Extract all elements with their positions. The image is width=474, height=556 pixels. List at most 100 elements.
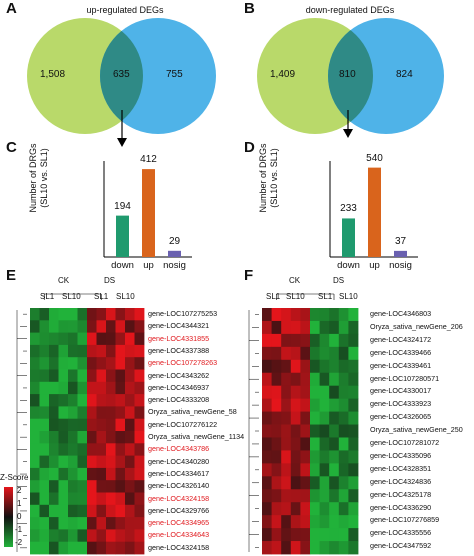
- heatmap-e-cell: [96, 492, 107, 506]
- heatmap-f-cell: [300, 346, 311, 361]
- heatmap-e-cell: [87, 406, 97, 420]
- venn-title-a: up-regulated DEGs: [86, 5, 164, 15]
- heatmap-e-cell: [68, 529, 78, 543]
- bar-c-category-label-nosig: nosig: [163, 260, 186, 271]
- venn-b-left-count: 1,409: [270, 69, 296, 80]
- heatmap-e-cell: [134, 431, 145, 444]
- heatmap-f-group-ds: DS: [333, 276, 345, 285]
- legend-tick-neg1: -1: [15, 525, 23, 534]
- heatmap-e-cell: [49, 529, 59, 543]
- heatmap-e-gene-label: gene-LOC4324158: [148, 542, 210, 552]
- heatmap-f-cell: [300, 528, 311, 542]
- bar-c-bar-up: [142, 169, 155, 257]
- heatmap-e-cell: [87, 344, 97, 358]
- heatmap-e-cell: [115, 480, 126, 493]
- heatmap-f-cell: [348, 502, 359, 516]
- heatmap-e-cell: [68, 541, 78, 555]
- heatmap-f-cell: [329, 411, 340, 425]
- heatmap-e-cell: [134, 455, 145, 469]
- heatmap-e-cell: [49, 418, 59, 432]
- heatmap-f-cell: [348, 424, 359, 438]
- heatmap-f-cell: [310, 515, 320, 529]
- heatmap-e-cell: [68, 357, 78, 370]
- heatmap-e-cell: [106, 369, 116, 383]
- heatmap-e-cell: [39, 320, 50, 333]
- heatmap-e-cell: [115, 492, 126, 506]
- heatmap-e-cell: [87, 455, 97, 469]
- heatmap-e-cell: [58, 467, 69, 481]
- heatmap-e-group-ds: DS: [104, 276, 116, 285]
- heatmap-e-cell: [30, 369, 40, 383]
- heatmap-e-gene-label: gene-LOC4326140: [148, 481, 210, 491]
- heatmap-f-cell: [262, 320, 272, 335]
- heatmap-f-cell: [271, 463, 282, 477]
- heatmap-f-cell: [262, 333, 272, 348]
- heatmap-e-cell: [58, 480, 69, 493]
- heatmap-f-cell: [310, 528, 320, 542]
- heatmap-e-cell: [30, 357, 40, 370]
- heatmap-e-cell: [87, 431, 97, 444]
- heatmap-f-cell: [329, 489, 340, 503]
- heatmap-f-cell: [310, 308, 320, 322]
- heatmap-e-cell: [39, 443, 50, 456]
- heatmap-e-gene-label: gene-LOC4346937: [148, 382, 210, 392]
- heatmap-f-cell: [262, 346, 272, 361]
- heatmap-f-cell: [348, 359, 359, 374]
- heatmap-e-cell: [68, 344, 78, 358]
- heatmap-e-cell: [30, 381, 40, 395]
- heatmap-e-cell: [134, 529, 145, 543]
- bar-c-value-label-up: 412: [140, 154, 157, 166]
- heatmap-e-cell: [77, 308, 88, 321]
- heatmap-e-cell: [134, 541, 145, 555]
- heatmap-e-cell: [49, 455, 59, 469]
- heatmap-f-cell: [290, 502, 301, 516]
- heatmap-f-cell: [338, 359, 349, 374]
- heatmap-f-cell: [300, 333, 311, 348]
- heatmap-f-cell: [319, 308, 330, 322]
- heatmap-e-cell: [68, 394, 78, 407]
- heatmap-e-cell: [87, 369, 97, 383]
- heatmap-e-cell: [77, 467, 88, 481]
- venn-a-right-count: 755: [166, 69, 183, 80]
- heatmap-e-cell: [39, 517, 50, 530]
- heatmap-f-cell: [271, 541, 282, 555]
- heatmap-f-cell: [310, 450, 320, 464]
- heatmap-f-gene-label: gene-LOC4333923: [370, 399, 432, 409]
- heatmap-f-cell: [271, 411, 282, 425]
- heatmap-e-cell: [115, 467, 126, 481]
- bar-c-bar-down: [116, 215, 129, 257]
- heatmap-e-cell: [49, 541, 59, 555]
- ylabel-d-line2: (SL10 vs. SL1): [269, 148, 279, 208]
- heatmap-e-cell: [125, 357, 135, 370]
- heatmap-f-cell: [281, 346, 292, 361]
- heatmap-e-cell: [106, 357, 116, 370]
- heatmap-e-cell: [134, 381, 145, 395]
- legend-title: Z-Score: [0, 473, 29, 482]
- heatmap-e-cell: [96, 504, 107, 518]
- heatmap-e-cell: [39, 344, 50, 358]
- heatmap-e-cell: [39, 467, 50, 481]
- heatmap-e-cell: [30, 541, 40, 555]
- heatmap-f-cell: [262, 528, 272, 542]
- heatmap-e-cell: [49, 504, 59, 518]
- heatmap-f-cell: [271, 359, 282, 374]
- heatmap-f-cell: [290, 424, 301, 438]
- heatmap-f-sample-ck-sl10: SL10: [286, 292, 305, 301]
- heatmap-e-cell: [106, 394, 116, 407]
- heatmap-e-cell: [68, 492, 78, 506]
- heatmap-f-gene-label: gene-LOC4347592: [370, 541, 432, 551]
- heatmap-e-cell: [49, 357, 59, 370]
- heatmap-e-cell: [30, 443, 40, 456]
- heatmap-f-cell: [290, 541, 301, 555]
- heatmap-e-cell: [39, 406, 50, 420]
- heatmap-e-cell: [106, 541, 116, 555]
- heatmap-f-cell: [290, 346, 301, 361]
- heatmap-e-cell: [125, 504, 135, 518]
- heatmap-e-cell: [77, 381, 88, 395]
- heatmap-e-cell: [106, 480, 116, 493]
- heatmap-f-cell: [348, 372, 359, 387]
- heatmap-f-cell: [329, 346, 340, 361]
- bar-c-value-label-down: 194: [114, 200, 131, 212]
- heatmap-e-cell: [58, 394, 69, 407]
- heatmap-e-cell: [106, 320, 116, 333]
